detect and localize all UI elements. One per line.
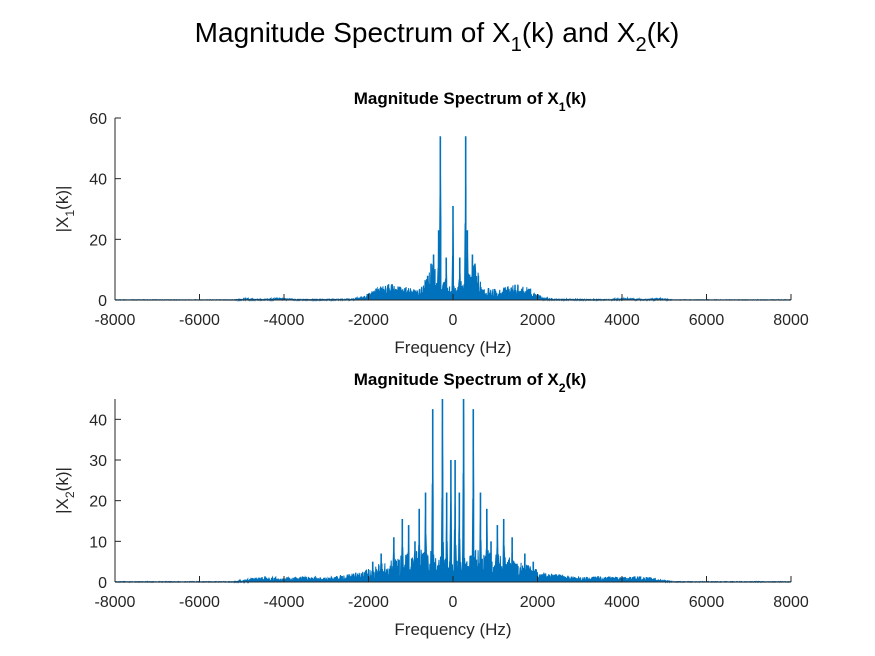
chart-title: Magnitude Spectrum of X1(k): [354, 89, 587, 114]
y-tick-label: 20: [89, 232, 107, 249]
x-tick-label: 6000: [689, 594, 725, 611]
spectrum-x1-axes: Magnitude Spectrum of X1(k) -8000 -6000 -40…: [53, 89, 809, 357]
y-tick-label: 20: [89, 494, 107, 511]
x-tick-label: -2000: [348, 594, 389, 611]
chart-title: Magnitude Spectrum of X2(k): [354, 370, 587, 395]
x-tick-label: -8000: [95, 312, 136, 329]
x-axis-label: Frequency (Hz): [394, 338, 511, 357]
y-tick-label: 0: [98, 575, 107, 592]
x-tick-label: -8000: [95, 594, 136, 611]
x-tick-label: -4000: [264, 594, 305, 611]
spectrum-series-line: [114, 409, 792, 584]
x-tick-label: 8000: [773, 312, 809, 329]
x-tick-label: 0: [449, 594, 458, 611]
x-tick-label: -4000: [264, 312, 305, 329]
x-tick-label: -6000: [179, 312, 220, 329]
x-tick-label: 2000: [520, 312, 556, 329]
figure-suptitle: Magnitude Spectrum of X1(k) and X2(k): [195, 17, 680, 56]
y-tick-label: 10: [89, 534, 107, 551]
x-tick-label: -2000: [348, 312, 389, 329]
spectrum-x2-axes: Magnitude Spectrum of X2(k) -8000 -6000 -40…: [53, 370, 809, 639]
x-tick-label: 2000: [520, 594, 556, 611]
y-tick-label: 0: [98, 293, 107, 310]
y-tick-label: 30: [89, 453, 107, 470]
x-tick-label: 4000: [604, 594, 640, 611]
x-tick-label: 0: [449, 312, 458, 329]
y-tick-label: 60: [89, 111, 107, 128]
x-tick-label: -6000: [179, 594, 220, 611]
x-tick-label: 6000: [689, 312, 725, 329]
y-tick-label: 40: [89, 412, 107, 429]
y-axis-label: |X2(k)|: [53, 467, 77, 514]
x-tick-label: 4000: [604, 312, 640, 329]
x-tick-label: 8000: [773, 594, 809, 611]
y-tick-label: 40: [89, 172, 107, 189]
y-axis-label: |X1(k)|: [53, 186, 77, 233]
x-axis-label: Frequency (Hz): [394, 620, 511, 639]
